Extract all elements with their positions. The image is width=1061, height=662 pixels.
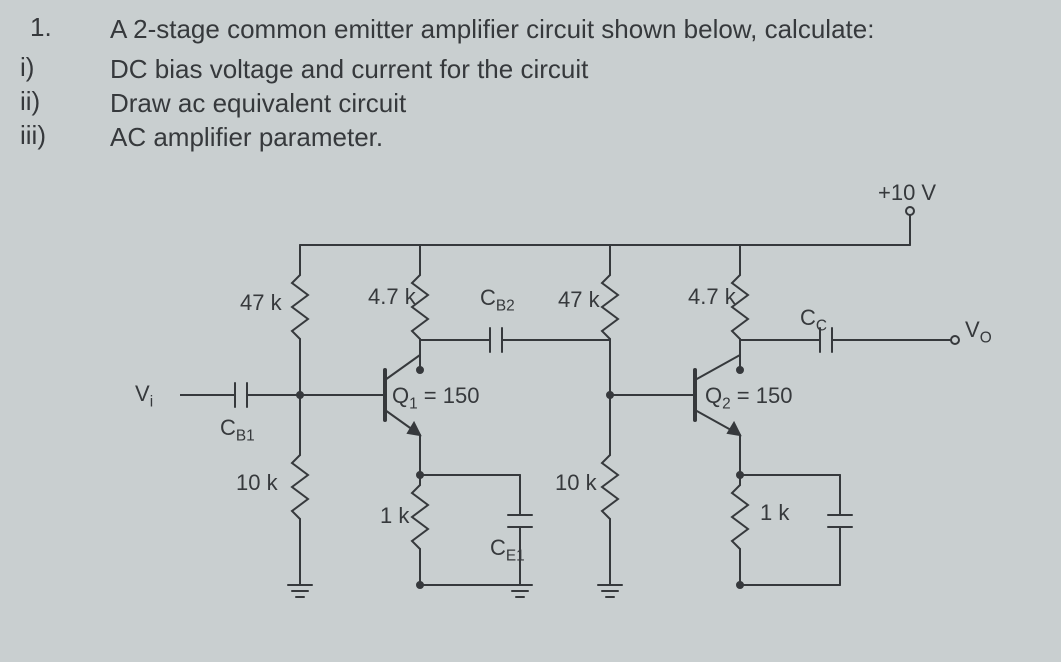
r2-upper-label: 47 k: [558, 287, 600, 313]
part-i-text: DC bias voltage and current for the circ…: [110, 52, 588, 87]
supply-label: +10 V: [878, 180, 936, 206]
re1-label: 1 k: [380, 503, 409, 529]
vout-label: VO: [965, 317, 992, 347]
q1-label: Q1 = 150: [392, 383, 479, 413]
part-ii-text: Draw ac equivalent circuit: [110, 86, 406, 121]
part-ii-num: ii): [20, 86, 40, 117]
part-i-num: i): [20, 52, 34, 83]
ce1-label: CE1: [490, 535, 525, 565]
question-number: 1.: [30, 12, 52, 43]
r2-lower-label: 10 k: [555, 470, 597, 496]
circuit-diagram: Vi VO 47 k 4.7 k 10 k 1 k Q1 = 150 CB1 C…: [180, 205, 990, 635]
cb1-label: CB1: [220, 415, 255, 445]
part-iii-num: iii): [20, 120, 46, 151]
re2-label: 1 k: [760, 500, 789, 526]
r1-lower-label: 10 k: [236, 470, 278, 496]
r1-upper-label: 47 k: [240, 290, 282, 316]
vin-label: Vi: [135, 381, 153, 411]
q2-label: Q2 = 150: [705, 383, 792, 413]
rc2-label: 4.7 k: [688, 284, 736, 310]
rc1-label: 4.7 k: [368, 284, 416, 310]
cb2-label: CB2: [480, 285, 515, 315]
question-prompt: A 2-stage common emitter amplifier circu…: [110, 12, 874, 47]
cc-label: CC: [800, 305, 827, 335]
part-iii-text: AC amplifier parameter.: [110, 120, 383, 155]
